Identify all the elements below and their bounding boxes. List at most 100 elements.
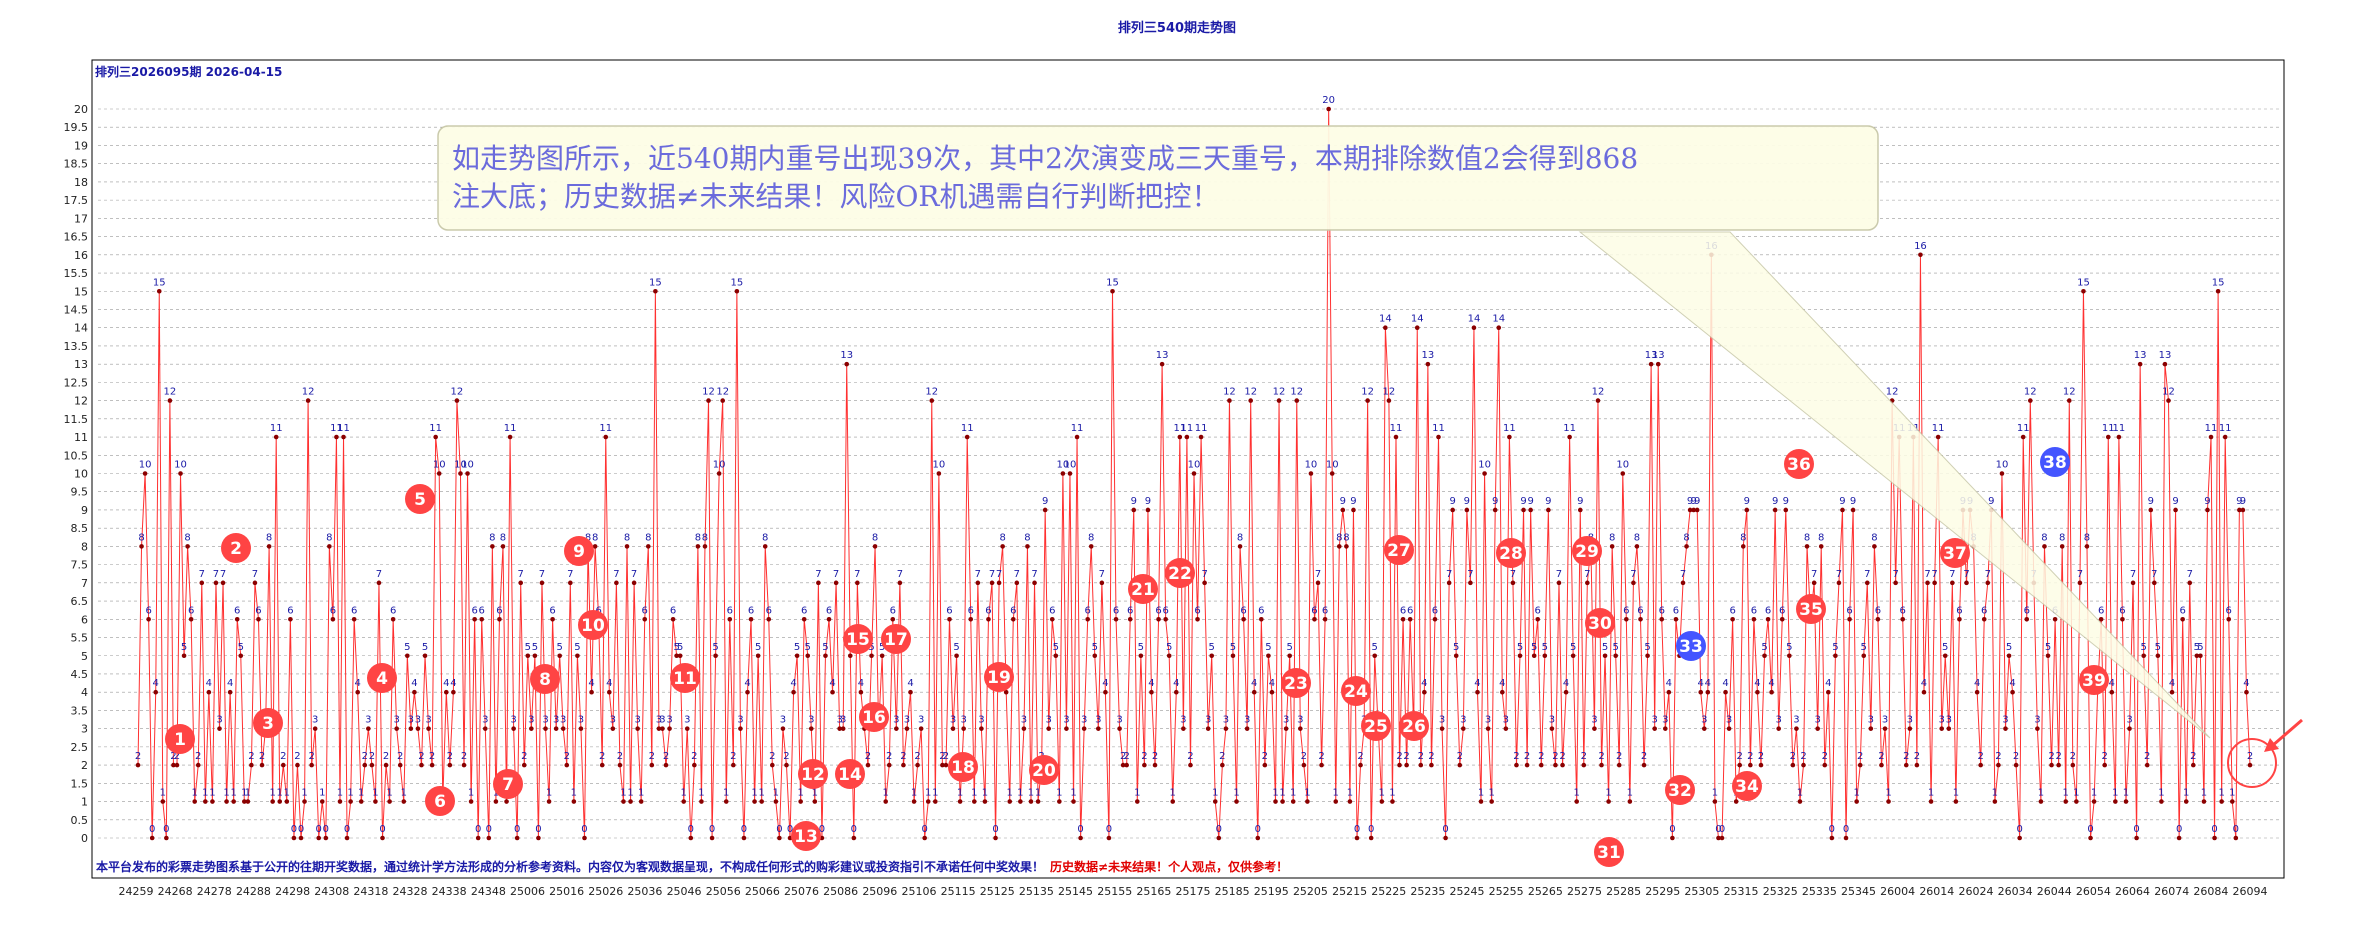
data-point	[1794, 726, 1799, 731]
data-label: 6	[1623, 605, 1629, 616]
data-point	[1560, 762, 1565, 768]
x-tick-label: 26094	[2233, 885, 2268, 898]
data-label: 8	[1683, 532, 1689, 543]
data-label: 5	[2155, 642, 2161, 653]
data-point	[2109, 689, 2115, 695]
data-label: 8	[1609, 532, 1615, 543]
data-point	[2077, 580, 2083, 586]
data-point	[422, 653, 428, 659]
data-point	[1298, 726, 1303, 731]
data-point	[543, 726, 548, 731]
repeat-marker-label: 27	[1387, 541, 1411, 561]
data-label: 5	[755, 642, 761, 653]
data-label: 2	[429, 751, 435, 762]
data-label: 6	[890, 605, 896, 616]
x-tick-label: 24288	[236, 885, 271, 898]
data-point	[2212, 835, 2217, 841]
data-label: 7	[897, 569, 903, 580]
data-label: 7	[989, 569, 995, 580]
data-label: 13	[1652, 350, 1665, 361]
data-label: 0	[709, 824, 715, 835]
data-label: 6	[2024, 605, 2030, 616]
data-label: 0	[379, 824, 385, 835]
data-label: 1	[337, 788, 343, 799]
data-point	[288, 617, 293, 622]
data-label: 0	[1669, 824, 1675, 835]
data-label: 2	[248, 751, 254, 762]
data-point	[904, 726, 910, 731]
data-point	[1407, 617, 1413, 622]
data-point	[454, 398, 460, 403]
data-point	[1850, 507, 1856, 513]
data-point	[681, 799, 687, 804]
repeat-marker-38	[2040, 447, 2070, 477]
data-point	[2162, 361, 2168, 367]
data-label: 6	[496, 605, 502, 616]
data-point	[755, 653, 761, 659]
data-label: 1	[2183, 788, 2189, 799]
data-point	[901, 762, 906, 768]
data-label: 0	[2176, 824, 2182, 835]
repeat-marker-label: 36	[1787, 455, 1811, 475]
data-point	[1173, 689, 1179, 695]
data-point	[1308, 471, 1314, 476]
repeat-marker-label: 25	[1364, 717, 1388, 737]
data-point	[1195, 617, 1200, 622]
data-label: 7	[2187, 569, 2193, 580]
data-point	[1485, 726, 1491, 731]
repeat-marker-14	[835, 759, 865, 789]
data-point	[1046, 726, 1052, 731]
data-point	[1613, 653, 1618, 659]
data-label: 1	[620, 788, 626, 799]
footer-disclaimer: 本平台发布的彩票走势图系基于公开的往期开奖数据，通过统计学方法形成的分析参考资料…	[96, 859, 1044, 874]
data-point	[2059, 544, 2065, 549]
data-label: 10	[433, 460, 446, 471]
data-point	[982, 799, 988, 804]
data-point	[2098, 617, 2104, 622]
data-label: 3	[1907, 715, 1913, 726]
data-label: 6	[1010, 605, 1016, 616]
data-label: 2	[1318, 751, 1324, 762]
data-label: 6	[234, 605, 240, 616]
data-label: 7	[518, 569, 524, 580]
y-tick-label: 4	[81, 686, 88, 699]
data-point	[465, 471, 470, 476]
data-point	[1064, 726, 1069, 731]
data-label: 10	[1616, 460, 1629, 471]
data-point	[181, 653, 187, 659]
data-point	[1379, 799, 1385, 804]
data-label: 4	[1421, 678, 1427, 689]
data-label: 8	[500, 532, 506, 543]
data-label: 9	[1690, 496, 1696, 507]
data-point	[2113, 799, 2118, 804]
repeat-marker-label: 9	[573, 542, 585, 562]
data-label: 1	[2063, 788, 2069, 799]
data-point	[794, 653, 800, 659]
data-label: 1	[627, 788, 633, 799]
data-point	[2091, 799, 2097, 804]
data-point	[670, 617, 676, 622]
data-point	[319, 799, 325, 804]
data-point	[2116, 434, 2122, 440]
y-tick-label: 10	[74, 468, 88, 481]
data-point	[1432, 617, 1438, 622]
data-point	[2155, 653, 2161, 659]
data-point	[890, 617, 896, 622]
data-point	[1879, 762, 1884, 768]
y-tick-label: 12.5	[64, 376, 89, 389]
data-point	[1595, 398, 1601, 403]
data-label: 1	[277, 788, 283, 799]
data-label: 1	[1712, 788, 1718, 799]
data-point	[1804, 544, 1810, 549]
repeat-marker-label: 6	[434, 792, 446, 812]
x-tick-label: 25255	[1489, 885, 1524, 898]
data-label: 0	[344, 824, 350, 835]
x-tick-label: 25175	[1176, 885, 1211, 898]
data-label: 10	[174, 460, 187, 471]
data-point	[1606, 799, 1611, 804]
data-label: 1	[2073, 788, 2079, 799]
data-point	[497, 617, 502, 622]
data-point	[1599, 762, 1604, 768]
data-point	[1159, 361, 1165, 367]
data-point	[1609, 544, 1615, 549]
